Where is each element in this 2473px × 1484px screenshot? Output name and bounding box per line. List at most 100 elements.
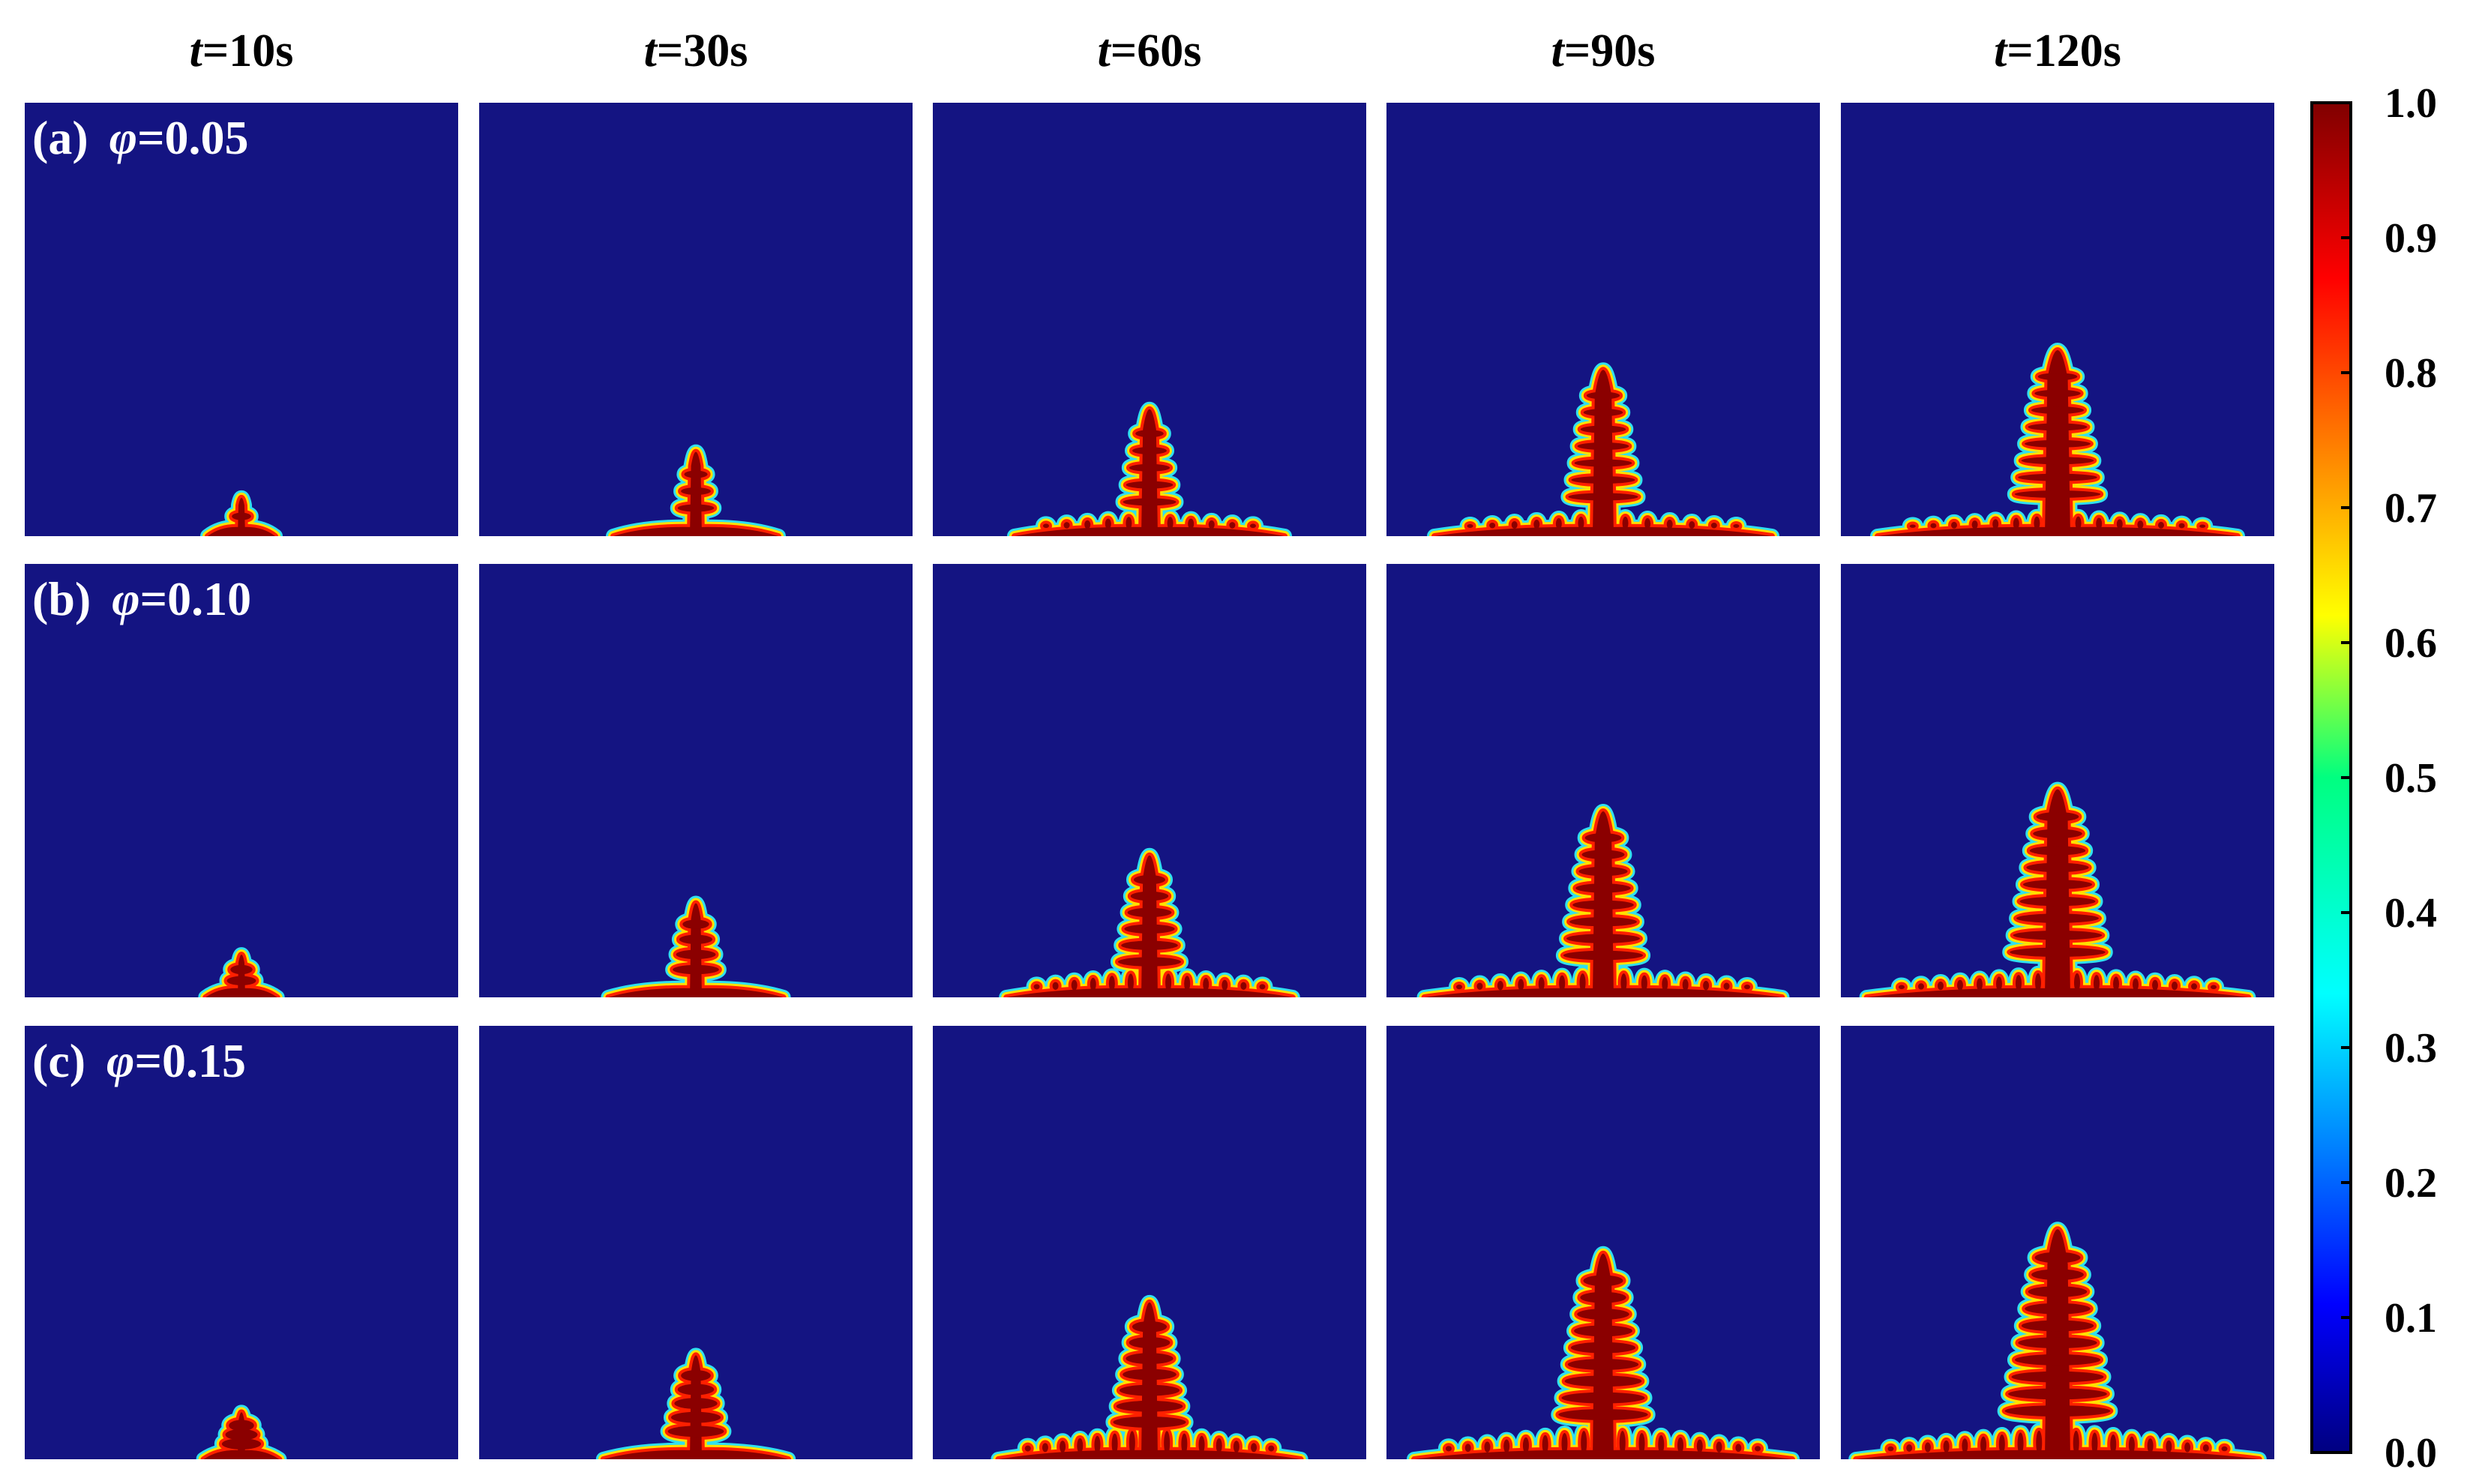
column-header-value: =10s: [202, 25, 293, 76]
side-branch: [2021, 1320, 2094, 1332]
arm-spike: [2034, 516, 2040, 530]
arm-spike: [1995, 976, 2002, 991]
dendrite-layer: [1006, 855, 1293, 997]
arm-spike: [1555, 518, 1562, 529]
side-branch: [1119, 1384, 1180, 1396]
arm-spike: [1456, 985, 1463, 990]
row-tag: (a): [32, 111, 88, 164]
dendrite: [595, 1348, 796, 1459]
dendrite-layer: [1434, 370, 1772, 536]
side-branch: [1570, 1342, 1636, 1354]
side-branch: [1564, 1375, 1642, 1387]
arm-spike: [1533, 520, 1540, 529]
arm-spike: [1060, 1441, 1066, 1453]
side-branch: [1127, 907, 1172, 918]
panel-r1-t10: [25, 103, 458, 536]
column-header-value: =120s: [2007, 25, 2121, 76]
arm-spike: [2034, 973, 2041, 993]
side-branch: [2036, 811, 2079, 822]
arm-spike: [1511, 521, 1518, 529]
column-header-var: t: [1098, 25, 1112, 76]
side-branch: [1130, 891, 1169, 901]
dendrite: [1859, 781, 2256, 997]
dendrite: [999, 847, 1300, 997]
side-branch: [1568, 493, 1638, 501]
arm-spike: [1250, 523, 1256, 529]
arm-spike: [1581, 1431, 1587, 1456]
column-header-value: =30s: [657, 25, 748, 76]
side-branch: [681, 1370, 711, 1381]
arm-spike: [2221, 1446, 2228, 1452]
arm-spike: [2172, 982, 2178, 991]
arm-spike: [1579, 973, 1586, 992]
arm-spike: [1909, 524, 1916, 528]
panel-r3-t60: [933, 1026, 1366, 1459]
side-branch: [1134, 874, 1165, 885]
arm-spike: [1682, 979, 1689, 991]
arm-spike: [1992, 519, 1999, 529]
side-branch: [2022, 880, 2093, 889]
side-branch: [2018, 473, 2097, 481]
side-branch: [676, 949, 716, 960]
panel-r2-t60: [933, 564, 1366, 997]
side-branch: [226, 976, 256, 986]
arm-spike: [1930, 523, 1937, 529]
arm-spike: [1105, 518, 1111, 529]
side-branch: [2016, 913, 2099, 923]
simulation-panel-grid: [25, 103, 2274, 1459]
arm-spike: [1723, 982, 1730, 990]
side-branch: [1563, 950, 1644, 961]
side-branch: [1571, 476, 1635, 484]
side-branch: [1586, 391, 1620, 400]
arm-spike: [1943, 1440, 1950, 1453]
arm-spike: [2158, 521, 2164, 529]
arm-spike: [1188, 518, 1195, 529]
arm-spike: [1638, 1432, 1645, 1455]
column-header-t10: t=10s: [190, 25, 294, 76]
arm-spike: [2036, 1430, 2043, 1456]
side-branch: [1126, 481, 1174, 489]
arm-spike: [1906, 1444, 1913, 1452]
side-branch: [2028, 423, 2088, 431]
colorbar-tick-label: 0.4: [2385, 890, 2437, 937]
arm-spike: [1043, 523, 1049, 529]
dendrite-layer: [1856, 1229, 2259, 1459]
arm-spike: [1559, 975, 1566, 992]
colorbar-tick-label: 0.1: [2385, 1295, 2437, 1342]
side-branch: [1124, 924, 1175, 934]
arm-spike: [1917, 983, 1924, 990]
side-branch: [2029, 846, 2086, 856]
panel-background: [25, 1026, 458, 1459]
arm-spike: [1052, 982, 1059, 991]
side-branch: [2014, 1354, 2101, 1366]
arm-spike: [1887, 1446, 1894, 1452]
row-var: φ: [106, 1034, 134, 1087]
side-branch: [1118, 957, 1181, 967]
side-branch: [681, 487, 711, 495]
panel-r3-t90: [1386, 1026, 1820, 1459]
primary-trunk: [238, 955, 245, 997]
colorbar-tick-label: 1.0: [2385, 80, 2437, 127]
panel-r1-t60: [933, 103, 1366, 536]
arm-spike: [1251, 1443, 1257, 1453]
arm-spike: [2110, 1435, 2117, 1455]
row-tag: (b): [32, 572, 91, 625]
arm-spike: [1181, 1433, 1188, 1455]
side-branch: [1116, 1400, 1183, 1412]
panel-r2-t90: [1386, 564, 1820, 997]
column-header-t60: t=60s: [1098, 25, 1202, 76]
side-branch: [1129, 463, 1171, 472]
panel-r3-t120: [1841, 1026, 2274, 1459]
arm-spike: [1233, 1441, 1239, 1453]
panel-r2-t10: [25, 564, 458, 997]
side-branch: [1126, 1353, 1174, 1365]
side-branch: [684, 470, 708, 478]
panel-r1-t120: [1841, 103, 2274, 536]
side-branch: [1574, 1325, 1632, 1337]
arm-spike: [1167, 517, 1174, 530]
side-branch: [2034, 389, 2081, 397]
column-header-t90: t=90s: [1551, 25, 1656, 76]
side-branch: [677, 1384, 715, 1396]
arm-spike: [2137, 520, 2144, 529]
side-branch: [1583, 1275, 1623, 1287]
